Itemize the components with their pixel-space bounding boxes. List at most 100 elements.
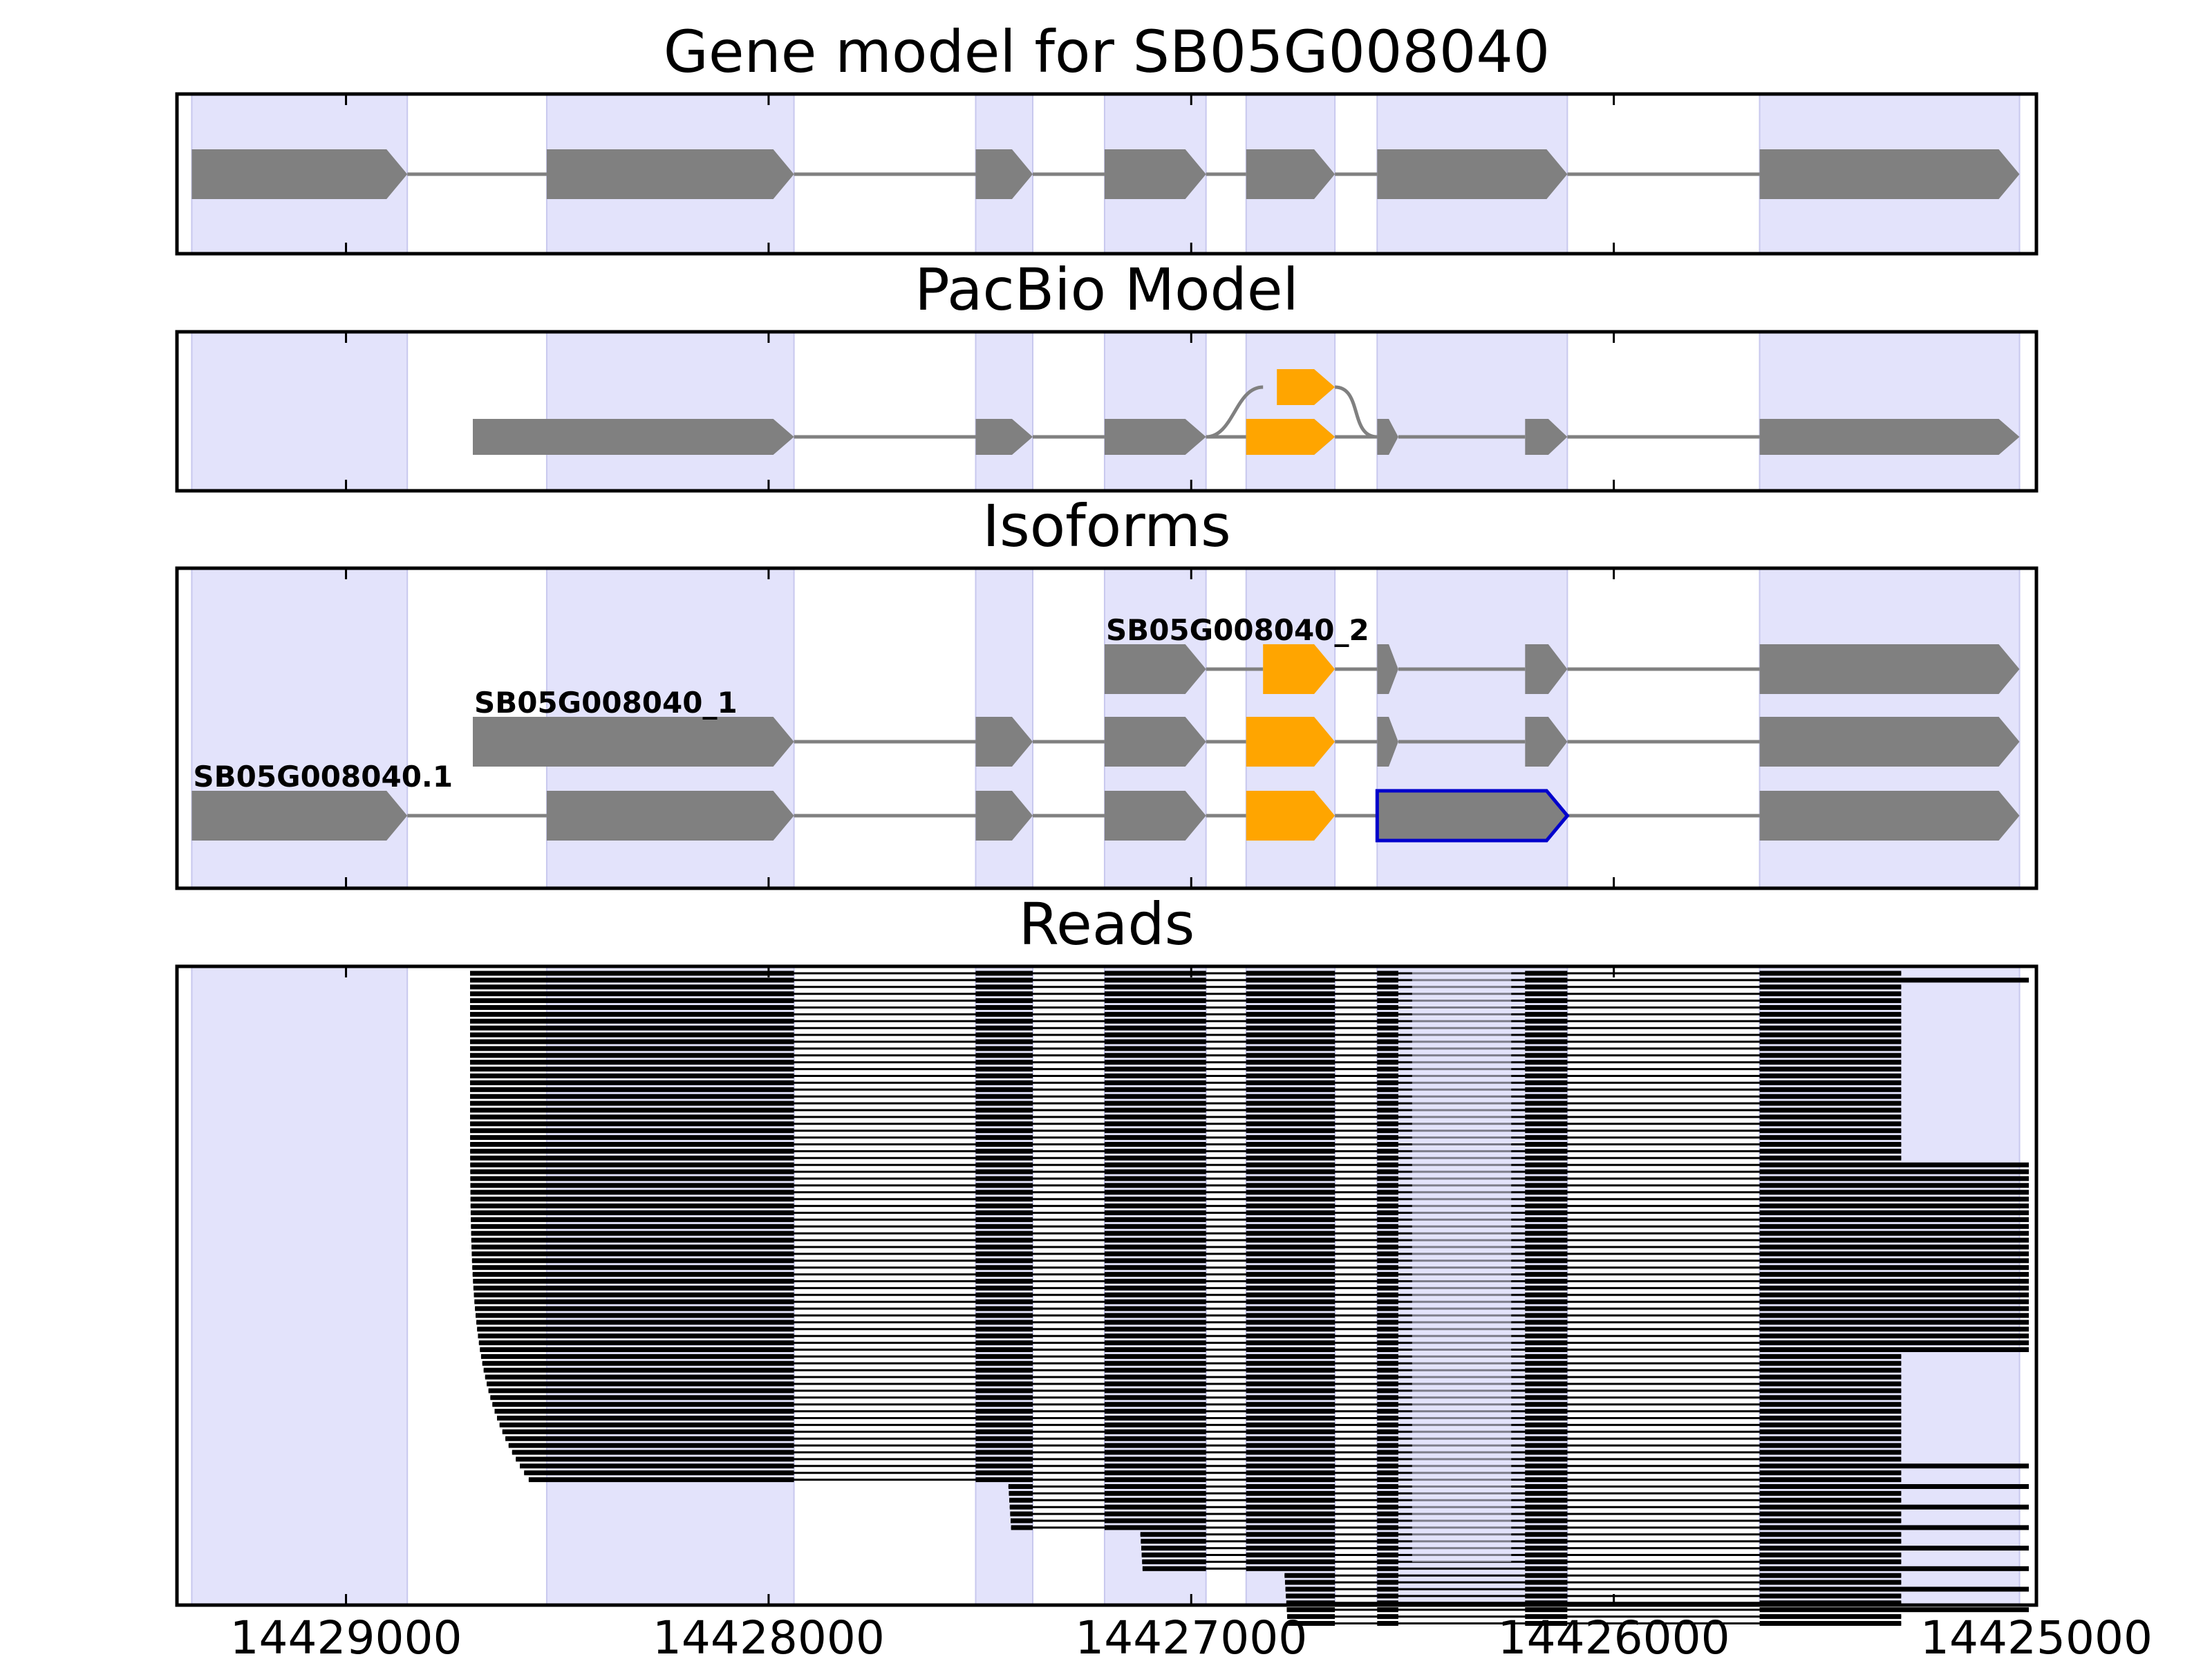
read-block bbox=[1246, 1381, 1335, 1387]
read-block bbox=[1377, 1518, 1398, 1524]
read-block bbox=[1759, 1484, 2029, 1489]
read-block bbox=[975, 1402, 1033, 1407]
read-block bbox=[470, 1039, 794, 1044]
read-block bbox=[470, 1121, 794, 1127]
read-block bbox=[1246, 1333, 1335, 1339]
read-block bbox=[975, 1374, 1033, 1380]
read-block bbox=[975, 1176, 1033, 1181]
read-block bbox=[1525, 1490, 1568, 1496]
read-block bbox=[499, 1422, 794, 1427]
read-block bbox=[1525, 1285, 1568, 1291]
read-block bbox=[1525, 1347, 1568, 1352]
read-block bbox=[1377, 1183, 1398, 1188]
read-block bbox=[470, 1107, 794, 1113]
read-block bbox=[1377, 1279, 1398, 1284]
read-row bbox=[470, 1148, 1902, 1154]
read-row bbox=[471, 1237, 2029, 1243]
read-row bbox=[470, 1183, 2029, 1188]
read-block bbox=[975, 1155, 1033, 1161]
read-block bbox=[1759, 1409, 1902, 1414]
read-block bbox=[1759, 1436, 1902, 1441]
read-row bbox=[524, 1470, 1902, 1476]
read-block bbox=[1377, 1532, 1398, 1537]
read-row bbox=[470, 1025, 1902, 1031]
read-block bbox=[1246, 1128, 1335, 1134]
read-block bbox=[1104, 1203, 1206, 1209]
read-block bbox=[470, 1094, 794, 1099]
read-block bbox=[1287, 1614, 1335, 1620]
read-block bbox=[1104, 1265, 1206, 1271]
read-block bbox=[1104, 1224, 1206, 1229]
read-block bbox=[1525, 1395, 1568, 1400]
read-block bbox=[1246, 1497, 1335, 1503]
read-block bbox=[1525, 1230, 1568, 1236]
read-block bbox=[1377, 1327, 1398, 1332]
read-block bbox=[1246, 1360, 1335, 1366]
read-block bbox=[975, 1210, 1033, 1215]
read-block bbox=[1246, 977, 1335, 983]
read-block bbox=[975, 1107, 1033, 1113]
read-block bbox=[1759, 1497, 1902, 1503]
read-block bbox=[1525, 1258, 1568, 1264]
read-block bbox=[1525, 1265, 1568, 1271]
read-block bbox=[1246, 1169, 1335, 1174]
exon-block bbox=[1104, 149, 1206, 199]
read-block bbox=[975, 1265, 1033, 1271]
exon-block bbox=[1104, 791, 1206, 841]
read-block bbox=[1377, 1011, 1398, 1017]
read-block bbox=[1104, 1190, 1206, 1195]
read-block bbox=[1525, 1080, 1568, 1085]
read-block bbox=[1246, 971, 1335, 976]
read-block bbox=[470, 1142, 794, 1147]
read-row bbox=[470, 1210, 2029, 1215]
read-block bbox=[1009, 1497, 1033, 1503]
read-block bbox=[975, 1320, 1033, 1325]
read-block bbox=[1377, 1087, 1398, 1092]
read-block bbox=[1104, 1060, 1206, 1065]
read-block bbox=[1525, 1388, 1568, 1394]
read-block bbox=[1377, 1060, 1398, 1065]
read-block bbox=[1246, 1490, 1335, 1496]
read-block bbox=[1525, 1320, 1568, 1325]
read-block bbox=[1377, 1402, 1398, 1407]
read-row bbox=[483, 1367, 1902, 1373]
read-block bbox=[474, 1299, 794, 1304]
panel-title-1: PacBio Model bbox=[915, 256, 1299, 324]
read-block bbox=[1377, 1025, 1398, 1031]
read-block bbox=[1759, 1340, 2029, 1346]
read-block bbox=[470, 991, 794, 997]
read-block bbox=[1246, 1244, 1335, 1250]
read-block bbox=[1104, 998, 1206, 1004]
read-block bbox=[1246, 1046, 1335, 1051]
read-row bbox=[470, 971, 1902, 976]
read-block bbox=[975, 1142, 1033, 1147]
read-block bbox=[1759, 1490, 1902, 1496]
panel-frame-2 bbox=[175, 566, 2038, 890]
read-block bbox=[1525, 1162, 1568, 1168]
read-block bbox=[975, 1327, 1033, 1332]
read-block bbox=[1246, 1121, 1335, 1127]
read-block bbox=[505, 1436, 794, 1441]
read-block bbox=[1525, 1600, 1568, 1606]
read-block bbox=[1377, 1593, 1398, 1599]
read-block bbox=[1377, 1416, 1398, 1421]
read-block bbox=[1377, 1094, 1398, 1099]
read-block bbox=[1525, 1148, 1568, 1154]
read-block bbox=[1759, 1292, 2029, 1297]
read-block bbox=[1104, 1477, 1206, 1483]
read-block bbox=[975, 1005, 1033, 1010]
read-row bbox=[1140, 1532, 1902, 1537]
read-row bbox=[505, 1436, 1902, 1441]
read-block bbox=[1525, 1217, 1568, 1222]
read-block bbox=[470, 1100, 794, 1106]
shade-region-1-5 bbox=[1376, 331, 1568, 491]
read-block bbox=[1759, 1559, 1902, 1564]
read-block bbox=[975, 1032, 1033, 1038]
read-block bbox=[1104, 1402, 1206, 1407]
read-row bbox=[470, 1046, 1902, 1051]
read-block bbox=[1104, 1525, 1206, 1530]
read-block bbox=[1104, 1320, 1206, 1325]
read-block bbox=[471, 1258, 794, 1264]
read-block bbox=[1377, 971, 1398, 976]
